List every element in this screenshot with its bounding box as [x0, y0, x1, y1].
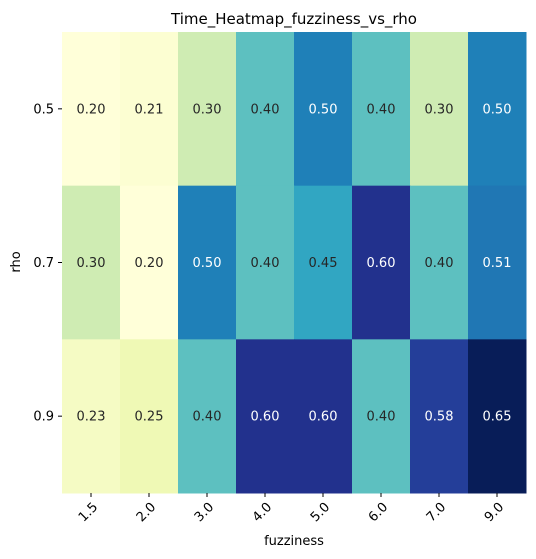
cell-value-label: 0.50: [483, 102, 512, 117]
cell-value-label: 0.60: [309, 410, 338, 425]
x-tick-label: 2.0: [134, 500, 159, 525]
heatmap-cell: [236, 185, 295, 340]
x-tick-label: 4.0: [250, 500, 275, 525]
y-tick-label: 0.5: [33, 102, 54, 117]
heatmap-cell: [294, 339, 353, 494]
heatmap-cell: [294, 32, 353, 187]
heatmap-cell: [352, 185, 411, 340]
y-tick-label: 0.9: [33, 410, 54, 425]
x-tick-label: 5.0: [308, 500, 333, 525]
cell-value-label: 0.50: [309, 102, 338, 117]
x-axis-label: fuzziness: [264, 534, 324, 549]
heatmap-cell: [236, 339, 295, 494]
x-tick-label: 1.5: [76, 500, 101, 525]
heatmap-cell: [62, 32, 121, 187]
cell-value-label: 0.50: [193, 256, 222, 271]
heatmap-cell: [178, 185, 237, 340]
x-tick-label: 3.0: [192, 500, 217, 525]
heatmap-cell: [178, 339, 237, 494]
cell-value-label: 0.40: [251, 256, 280, 271]
heatmap-cell: [468, 185, 527, 340]
cell-value-label: 0.23: [77, 410, 106, 425]
y-axis-ticks: 0.5 0.7 0.9: [33, 102, 62, 425]
heatmap-cell: [62, 185, 121, 340]
heatmap-cell: [120, 32, 179, 187]
y-axis-label: rho: [9, 251, 24, 272]
heatmap-cell: [410, 339, 469, 494]
cell-value-label: 0.65: [483, 410, 512, 425]
heatmap-cell: [352, 339, 411, 494]
heatmap-cell: [468, 339, 527, 494]
cell-value-label: 0.25: [135, 410, 164, 425]
heatmap-cell: [410, 32, 469, 187]
heatmap-cell: [352, 32, 411, 187]
x-tick-label: 9.0: [482, 500, 507, 525]
cell-value-label: 0.20: [77, 102, 106, 117]
cell-value-label: 0.30: [77, 256, 106, 271]
cell-value-label: 0.40: [367, 410, 396, 425]
heatmap-cell: [120, 185, 179, 340]
heatmap-cell: [178, 32, 237, 187]
cell-value-label: 0.30: [425, 102, 454, 117]
cell-value-label: 0.30: [193, 102, 222, 117]
cell-value-label: 0.60: [251, 410, 280, 425]
heatmap-cell: [468, 32, 527, 187]
cell-value-label: 0.45: [309, 256, 338, 271]
cell-value-label: 0.40: [425, 256, 454, 271]
heatmap-cell: [120, 339, 179, 494]
cell-value-label: 0.20: [135, 256, 164, 271]
heatmap-cell: [236, 32, 295, 187]
heatmap-cell: [294, 185, 353, 340]
cell-value-label: 0.58: [425, 410, 454, 425]
heatmap-cell: [410, 185, 469, 340]
heatmap-cells: 0.20 0.21 0.30 0.40 0.50 0.40 0.30 0.50 0.30 0.20…: [62, 32, 527, 494]
cell-value-label: 0.40: [193, 410, 222, 425]
x-tick-label: 6.0: [366, 500, 391, 525]
cell-value-label: 0.21: [135, 102, 164, 117]
cell-value-label: 0.60: [367, 256, 396, 271]
x-axis-ticks: 1.5 2.0 3.0 4.0 5.0 6.0 7.0 9.0: [76, 493, 507, 525]
chart-title: Time_Heatmap_fuzziness_vs_rho: [170, 10, 417, 29]
cell-value-label: 0.40: [251, 102, 280, 117]
x-tick-label: 7.0: [424, 500, 449, 525]
y-tick-label: 0.7: [33, 256, 54, 271]
cell-value-label: 0.51: [483, 256, 512, 271]
cell-value-label: 0.40: [367, 102, 396, 117]
heatmap-cell: [62, 339, 121, 494]
